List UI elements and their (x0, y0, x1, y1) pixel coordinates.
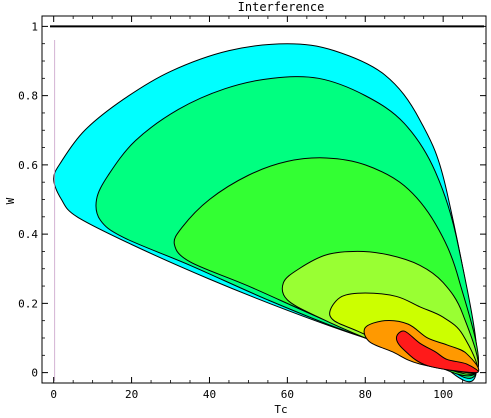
y-tick-label: 0.8 (18, 90, 38, 103)
y-tick-label: 0 (31, 367, 38, 380)
contour-level-7 (395, 330, 479, 374)
x-tick-label: 40 (203, 388, 216, 401)
y-axis-ticks: 0 0.2 0.4 0.6 0.8 1 (18, 20, 486, 380)
y-tick-label: 1 (31, 20, 38, 33)
x-axis-label: Tc (274, 403, 287, 416)
y-tick-label: 0.2 (18, 297, 38, 310)
y-tick-label: 0.6 (18, 159, 38, 172)
x-axis-ticks: 0 20 40 60 80 100 (50, 16, 464, 401)
y-tick-label: 0.4 (18, 228, 38, 241)
x-tick-label: 100 (433, 388, 453, 401)
plot-area (50, 25, 484, 382)
x-tick-label: 20 (125, 388, 138, 401)
x-tick-label: 80 (359, 388, 372, 401)
chart-title: Interference (238, 0, 325, 14)
x-tick-label: 60 (281, 388, 294, 401)
x-tick-label: 0 (50, 388, 57, 401)
y-axis-label: W (4, 197, 17, 204)
